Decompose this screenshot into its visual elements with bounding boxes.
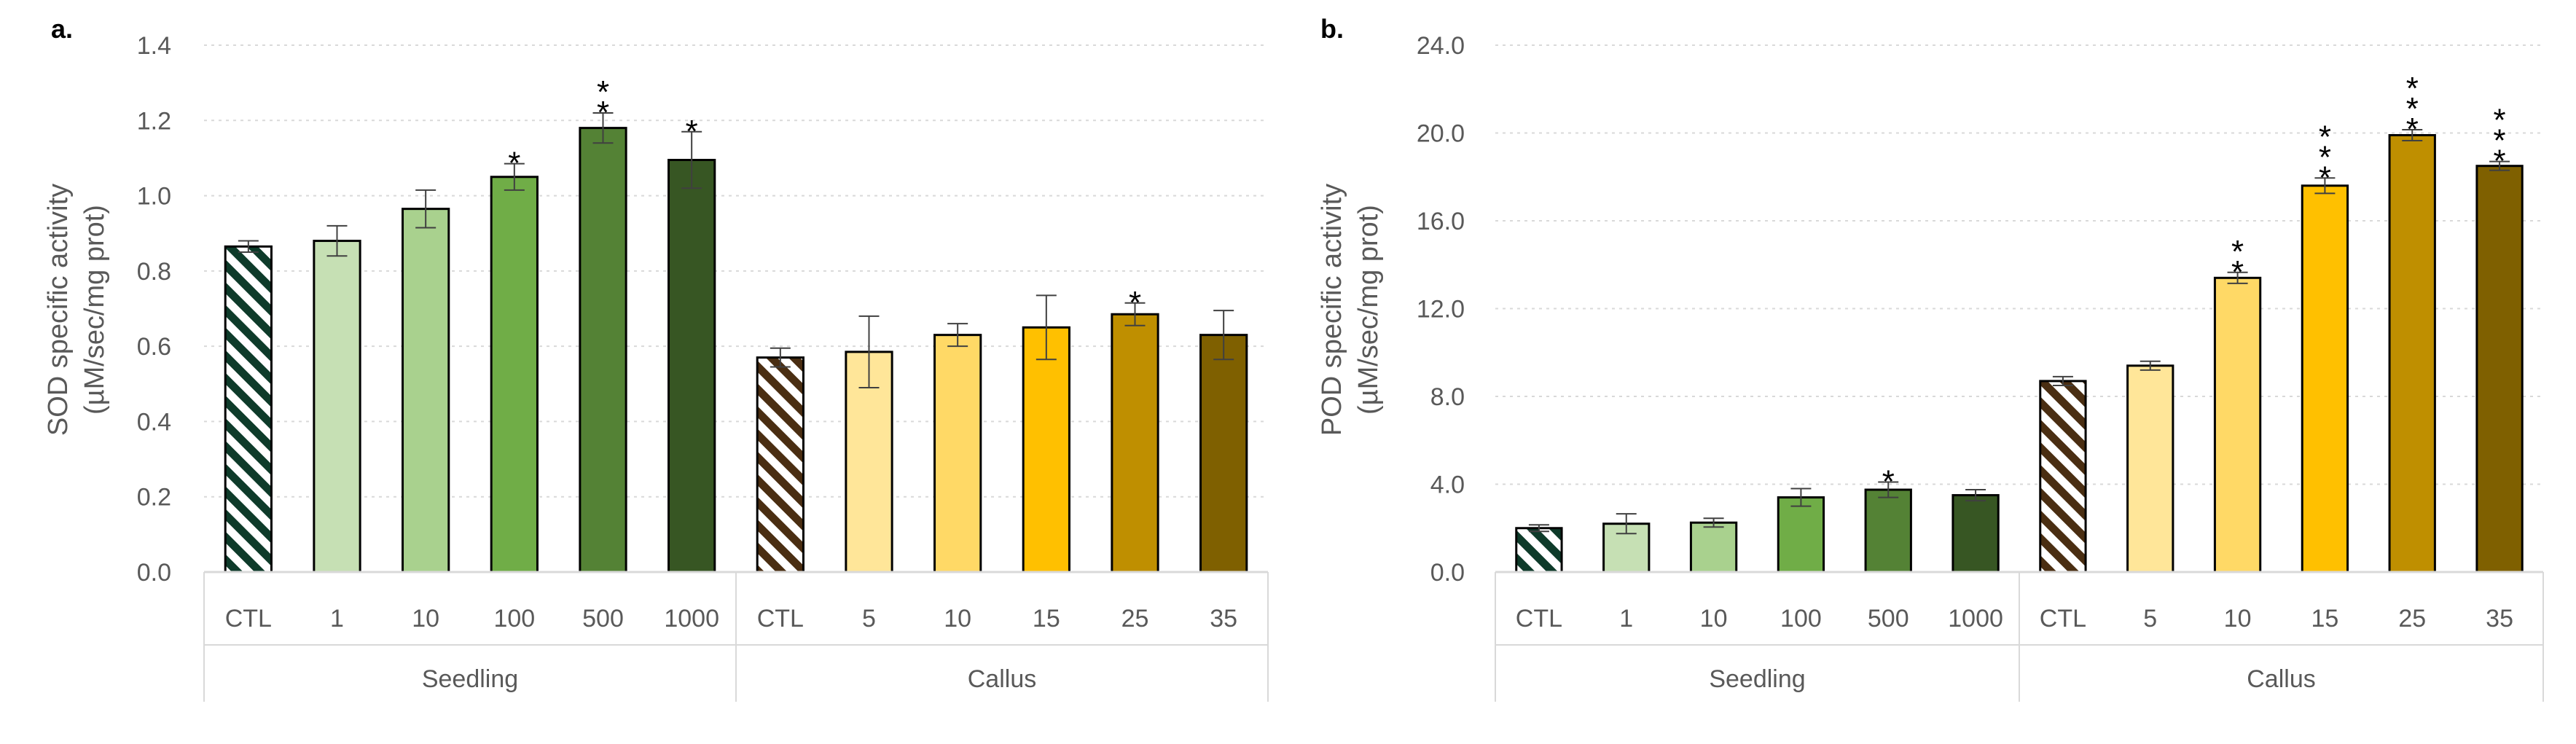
y-tick-label: 8.0 xyxy=(1430,383,1465,411)
bar xyxy=(2301,184,2349,573)
bar xyxy=(2126,364,2174,573)
x-tick-label: 500 xyxy=(582,605,624,633)
y-tick-label: 12.0 xyxy=(1417,296,1465,324)
x-tick-label: 10 xyxy=(1700,605,1728,633)
significance-star: * xyxy=(2494,144,2506,179)
significance-star: * xyxy=(2319,160,2331,195)
panel-b-ylabel-units: (µM/sec/mg prot) xyxy=(1353,205,1384,415)
x-tick-label: CTL xyxy=(2040,605,2086,633)
bar xyxy=(402,208,450,573)
x-tick-label: CTL xyxy=(1516,605,1562,633)
panel-b-label: b. xyxy=(1320,14,1344,44)
significance-star: * xyxy=(2494,103,2506,138)
significance-star: * xyxy=(2319,119,2331,154)
significance-star: * xyxy=(2231,254,2244,290)
bar xyxy=(756,356,804,573)
bar xyxy=(2039,380,2087,573)
group-label: Seedling xyxy=(1709,665,1805,693)
x-tick-label: 15 xyxy=(1033,605,1060,633)
bar xyxy=(2475,165,2524,573)
x-tick-label: 10 xyxy=(944,605,971,633)
bar xyxy=(1689,521,1738,573)
x-tick-label: 35 xyxy=(2486,605,2513,633)
y-tick-label: 0.0 xyxy=(1430,559,1465,587)
panel-a-label: a. xyxy=(51,14,73,44)
bar xyxy=(313,240,361,573)
bar xyxy=(490,176,539,573)
x-tick-label: 35 xyxy=(1210,605,1237,633)
significance-star: * xyxy=(597,74,609,110)
y-tick-label: 16.0 xyxy=(1417,208,1465,235)
y-tick-label: 0.4 xyxy=(137,408,171,436)
significance-star: * xyxy=(2406,111,2419,147)
bar xyxy=(1022,326,1070,573)
x-tick-label: 500 xyxy=(1868,605,1909,633)
panel-b-ylabel: POD specific activity xyxy=(1317,184,1347,436)
bar xyxy=(224,245,273,573)
y-tick-label: 4.0 xyxy=(1430,471,1465,499)
x-tick-label: 5 xyxy=(2143,605,2157,633)
y-tick-label: 1.2 xyxy=(137,107,171,135)
bar xyxy=(579,127,627,573)
y-tick-label: 0.6 xyxy=(137,333,171,361)
x-tick-label: 25 xyxy=(2398,605,2426,633)
bar xyxy=(2388,134,2436,573)
significance-star: * xyxy=(2319,139,2331,175)
x-tick-label: 15 xyxy=(2311,605,2339,633)
y-tick-label: 24.0 xyxy=(1417,32,1465,60)
panel-a-ylabel-units: (µM/sec/mg prot) xyxy=(79,205,110,415)
x-tick-label: 10 xyxy=(2224,605,2252,633)
bar xyxy=(1864,488,1912,573)
significance-star: * xyxy=(1129,285,1141,321)
bar xyxy=(1777,496,1825,573)
y-tick-label: 1.4 xyxy=(137,32,171,60)
panel-a-ylabel: SOD specific activity xyxy=(43,184,74,436)
x-tick-label: 1 xyxy=(1619,605,1633,633)
significance-star: * xyxy=(1882,463,1895,499)
bar xyxy=(845,351,893,573)
y-tick-label: 0.8 xyxy=(137,258,171,286)
y-tick-label: 0.2 xyxy=(137,484,171,512)
x-tick-label: 25 xyxy=(1121,605,1149,633)
bar xyxy=(1111,313,1159,573)
significance-star: * xyxy=(2231,234,2244,270)
significance-star: * xyxy=(597,95,609,130)
significance-star: * xyxy=(2406,91,2419,127)
y-tick-label: 0.0 xyxy=(137,559,171,587)
x-tick-label: 1000 xyxy=(1948,605,2003,633)
x-tick-label: 10 xyxy=(412,605,439,633)
x-tick-label: 1 xyxy=(330,605,344,633)
bar xyxy=(933,334,982,573)
significance-star: * xyxy=(2406,71,2419,106)
x-tick-label: 1000 xyxy=(664,605,719,633)
bar xyxy=(668,159,716,573)
bar xyxy=(1515,527,1563,573)
group-label: Callus xyxy=(2247,665,2315,693)
bar xyxy=(1951,494,2000,573)
group-label: Seedling xyxy=(422,665,518,693)
bar xyxy=(2213,276,2262,573)
x-tick-label: 100 xyxy=(1780,605,1822,633)
x-tick-label: CTL xyxy=(225,605,272,633)
x-tick-label: CTL xyxy=(757,605,804,633)
group-label: Callus xyxy=(968,665,1036,693)
y-tick-label: 1.0 xyxy=(137,183,171,211)
panel-b-chart: b. POD specific activity (µM/sec/mg prot… xyxy=(1317,14,2544,702)
x-tick-label: 5 xyxy=(862,605,876,633)
y-tick-label: 20.0 xyxy=(1417,120,1465,148)
significance-star: * xyxy=(508,146,520,181)
panel-a-chart: a. SOD specific activity (µM/sec/mg prot… xyxy=(43,14,1269,702)
significance-star: * xyxy=(686,114,698,149)
bar xyxy=(1199,334,1248,573)
significance-star: * xyxy=(2494,123,2506,159)
x-tick-label: 100 xyxy=(493,605,535,633)
